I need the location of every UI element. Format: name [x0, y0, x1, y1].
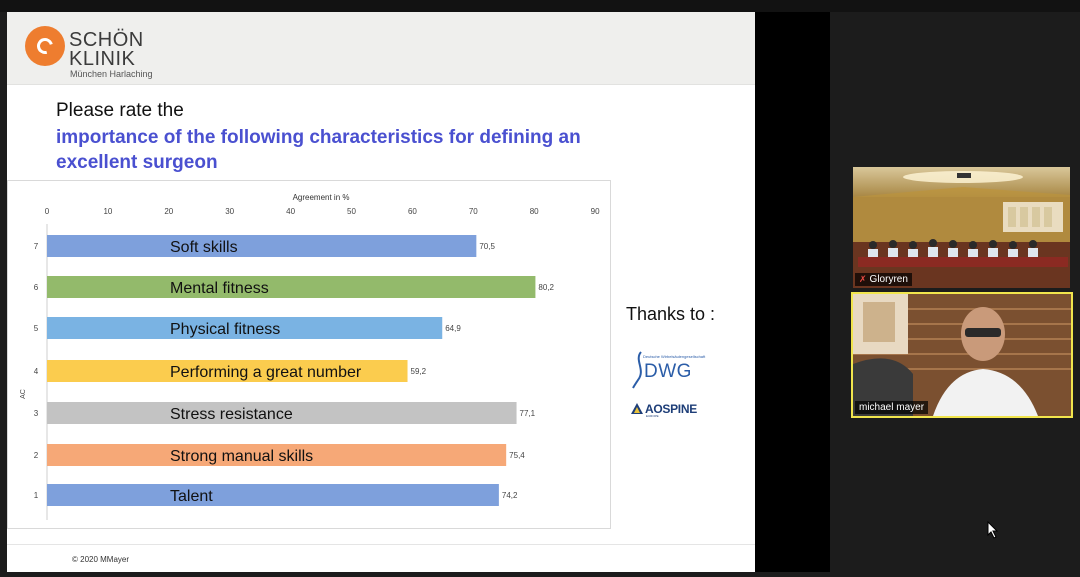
y-tick-label: 1 — [34, 491, 39, 500]
bar-category-label: Physical fitness — [170, 321, 280, 338]
participant-tile-gloryren[interactable]: ✗ Gloryren — [853, 167, 1070, 288]
chart-frame — [7, 180, 611, 529]
aospine-icon — [631, 403, 643, 414]
bar-value-label: 80,2 — [538, 283, 554, 292]
dwg-logo: Deutsche Wirbelsäulengesellschaft DWG — [632, 350, 706, 390]
x-tick-label: 30 — [225, 207, 234, 216]
x-tick-label: 60 — [408, 207, 417, 216]
x-tick-label: 50 — [347, 207, 356, 216]
chart-title: Agreement in % — [293, 193, 350, 202]
x-tick-label: 80 — [530, 207, 539, 216]
participant-tile-michael-mayer[interactable]: michael mayer — [851, 292, 1073, 418]
bar-chart: Agreement in % 0 10 20 30 40 50 60 70 80 90 AC 7 Soft… — [20, 193, 600, 520]
logo-text-line1: SCHÖN — [69, 29, 144, 51]
bar-value-label: 59,2 — [411, 367, 427, 376]
window-top-bar — [0, 0, 1080, 12]
speaker-video — [853, 294, 1071, 416]
bar — [47, 360, 408, 382]
bar — [47, 484, 499, 506]
bar — [47, 444, 507, 466]
bar-category-label: Talent — [170, 488, 213, 505]
aospine-subtext: EUROPE — [646, 414, 659, 418]
bar-value-label: 70,5 — [479, 242, 495, 251]
bar-value-label: 64,9 — [445, 324, 461, 333]
dwg-spine-icon — [632, 351, 642, 389]
bar-category-label: Soft skills — [170, 239, 238, 256]
x-tick-label: 10 — [103, 207, 112, 216]
copyright-text: © 2020 MMayer — [72, 555, 130, 564]
aospine-logo: AOSPINE EUROPE — [630, 401, 710, 419]
participant-name: michael mayer — [859, 402, 925, 413]
y-tick-label: 3 — [34, 409, 39, 418]
x-tick-label: 0 — [45, 207, 50, 216]
bar-category-label: Strong manual skills — [170, 448, 313, 465]
x-tick-label: 70 — [469, 207, 478, 216]
aospine-text: AOSPINE — [645, 402, 697, 416]
participant-name-tag: michael mayer — [855, 401, 929, 414]
participant-name-tag: ✗ Gloryren — [855, 273, 912, 286]
x-tick-label: 20 — [164, 207, 173, 216]
thanks-label: Thanks to : — [626, 304, 716, 324]
schoen-klinik-logo-icon — [25, 26, 65, 66]
dwg-small-text: Deutsche Wirbelsäulengesellschaft — [643, 354, 706, 359]
muted-mic-icon: ✗ — [859, 274, 867, 284]
x-tick-label: 90 — [591, 207, 600, 216]
bar-category-label: Mental fitness — [170, 280, 269, 297]
bar-value-label: 77,1 — [520, 409, 536, 418]
question-line1: Please rate the — [56, 100, 184, 121]
participant-name: Gloryren — [869, 274, 908, 285]
slide-header: SCHÖN KLINIK München Harlaching — [7, 12, 755, 85]
y-tick-label: 6 — [34, 283, 39, 292]
y-tick-label: 2 — [34, 451, 39, 460]
y-tick-label: 5 — [34, 324, 39, 333]
shared-slide: SCHÖN KLINIK München Harlaching Please r… — [7, 12, 755, 572]
mouse-cursor-icon — [987, 521, 999, 539]
y-tick-label: 7 — [34, 242, 39, 251]
y-tick-label: 4 — [34, 367, 39, 376]
dwg-text: DWG — [644, 361, 692, 382]
y-axis-label: AC — [20, 389, 27, 399]
bar — [47, 276, 536, 298]
conference-room-video — [853, 167, 1070, 288]
question-line2: importance of the following characterist… — [56, 127, 581, 173]
bar-value-label: 74,2 — [502, 491, 518, 500]
bar — [47, 402, 517, 424]
bar — [47, 317, 443, 339]
bar-category-label: Performing a great number — [170, 364, 362, 381]
footer-divider — [7, 544, 755, 545]
logo-text-line2: KLINIK — [69, 48, 136, 70]
logo-subtitle: München Harlaching — [70, 69, 153, 79]
bar — [47, 235, 477, 257]
bar-category-label: Stress resistance — [170, 406, 293, 423]
x-tick-label: 40 — [286, 207, 295, 216]
slide-gutter — [755, 12, 830, 572]
bar-value-label: 75,4 — [509, 451, 525, 460]
